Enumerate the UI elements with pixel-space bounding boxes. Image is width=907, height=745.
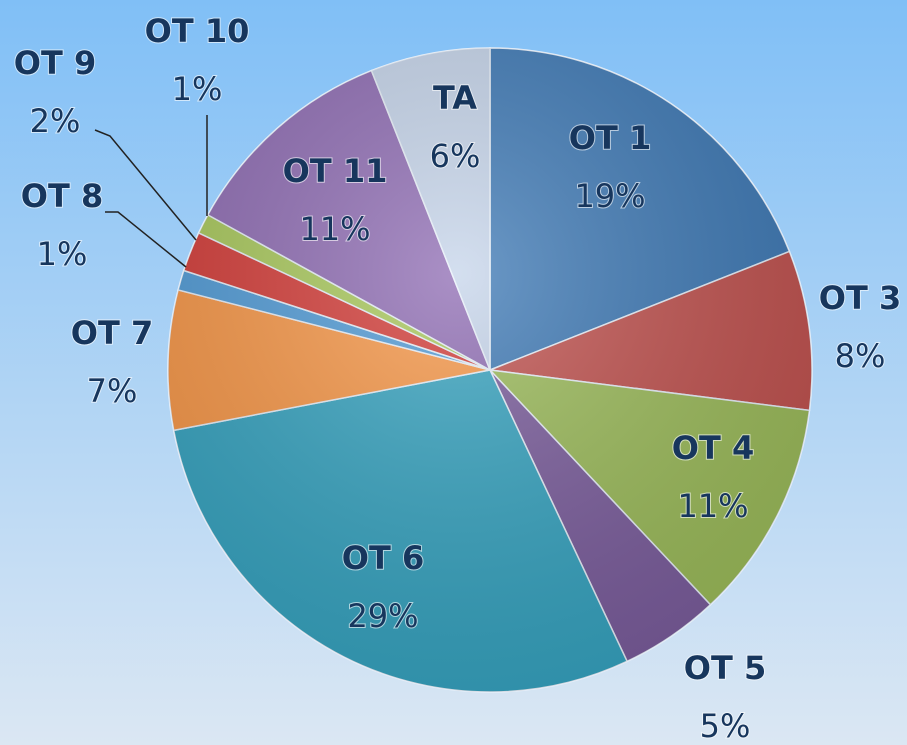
slice-label: OT 10	[145, 12, 250, 50]
slice-value-label: 1%	[172, 70, 223, 108]
slice-label: OT 9	[14, 44, 96, 82]
slice-value-label: 2%	[30, 102, 81, 140]
slice-label: OT 11	[283, 152, 388, 190]
slice-value-label: 1%	[37, 235, 88, 273]
slice-label: OT 6	[342, 539, 424, 577]
labels: OT 1 19% OT 3 8% OT 4 11% OT 5 5% OT 6 29% OT 7 7% O…	[13, 11, 902, 745]
slice-value-label: 19%	[574, 177, 645, 215]
slice-label: OT 7	[71, 314, 153, 352]
slice-value-label: 29%	[347, 597, 418, 635]
slice-label: OT 3	[819, 279, 901, 317]
leader-line	[94, 129, 197, 241]
slice-label: OT 1	[569, 119, 651, 157]
slice-value-label: 8%	[835, 337, 886, 375]
pie	[167, 47, 813, 693]
slice-value-label: 7%	[87, 372, 138, 410]
slice-value-label: 5%	[700, 707, 751, 745]
slice-value-label: 6%	[430, 137, 481, 175]
slice-value-label: 11%	[677, 487, 748, 525]
slice-label: OT 4	[672, 429, 754, 467]
slice-label: OT 8	[21, 177, 103, 215]
slice-label: TA	[433, 79, 477, 117]
leader-line	[105, 211, 187, 268]
slice-label: OT 5	[684, 649, 766, 687]
slice-value-label: 11%	[299, 210, 370, 248]
